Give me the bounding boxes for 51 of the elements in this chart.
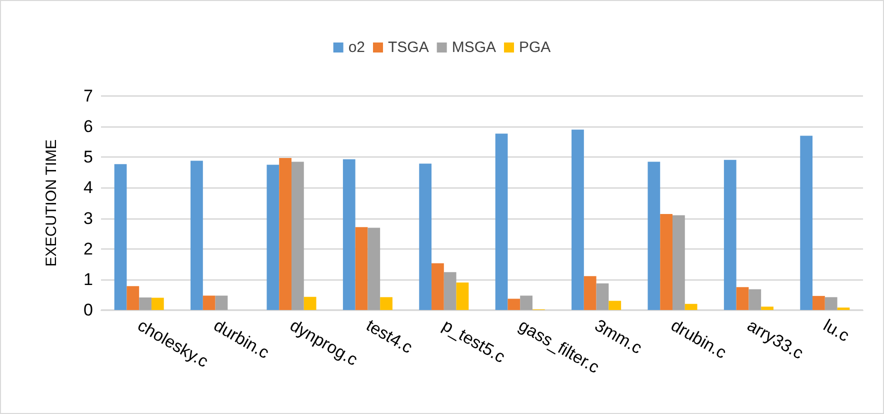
bar [432,263,444,310]
y-tick-label: 1 [84,270,93,289]
bar [508,298,520,310]
y-axis-title: EXECUTION TIME [43,139,60,267]
y-tick-label: 5 [84,148,93,167]
legend-label: o2 [348,39,365,56]
bar [292,162,304,310]
bar [419,164,432,310]
y-tick-label: 3 [84,208,93,228]
bar [648,162,660,310]
bar [748,289,762,310]
bar [202,296,216,310]
bar [114,164,127,310]
bar [660,214,672,310]
bar [812,296,825,310]
bar [126,286,140,310]
bar [520,296,532,310]
bar [684,304,698,310]
bar [304,296,316,310]
legend-label: MSGA [452,39,496,56]
bar [368,228,380,310]
bar [444,272,456,310]
bar [736,287,749,310]
bar [761,306,774,310]
bar [824,297,838,310]
legend-label: PGA [519,39,551,56]
bar [355,227,368,310]
bar [672,215,685,310]
legend-label: TSGA [388,39,429,56]
bar [380,297,392,310]
bar [456,282,469,310]
bar [279,158,292,310]
bar [342,159,356,310]
bar [190,160,203,310]
bar [596,283,609,310]
y-tick-label: 4 [84,178,93,198]
bar [800,136,813,310]
bar [151,298,164,310]
y-tick-label: 2 [84,239,93,258]
bar [572,130,584,310]
x-tick-label: lu.c [820,316,853,346]
bar [139,297,152,310]
y-tick-label: 7 [84,86,93,106]
y-tick-label: 6 [84,117,93,136]
y-tick-label: 0 [84,300,93,320]
bar [215,296,228,310]
bar [608,300,622,310]
bar [724,160,736,310]
bar [584,276,596,310]
bar [266,164,280,310]
bar [495,134,508,310]
